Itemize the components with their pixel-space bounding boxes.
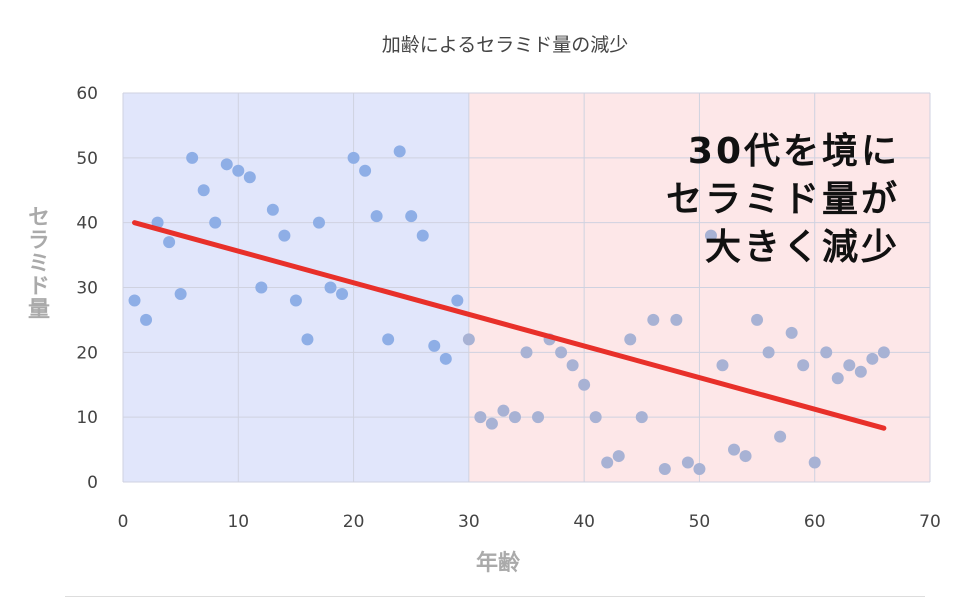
data-point	[255, 281, 268, 294]
data-point	[612, 450, 625, 463]
data-point	[601, 456, 614, 469]
data-point	[808, 456, 821, 469]
data-point	[416, 229, 429, 242]
data-point	[474, 411, 487, 424]
x-tick-label: 30	[458, 512, 480, 532]
data-point	[647, 313, 660, 326]
data-point	[312, 216, 325, 229]
data-point	[866, 352, 879, 365]
data-point	[128, 294, 141, 307]
data-point	[243, 171, 256, 184]
data-point	[174, 287, 187, 300]
data-point	[324, 281, 337, 294]
x-tick-label: 70	[919, 512, 941, 532]
y-tick-label: 40	[76, 214, 98, 234]
data-point	[877, 346, 890, 359]
x-tick-label: 50	[689, 512, 711, 532]
chart-title: 加齢によるセラミド量の減少	[381, 34, 629, 56]
y-tick-label: 10	[76, 408, 98, 428]
x-axis-label: 年齢	[475, 551, 520, 576]
y-axis-label: セラミド量	[24, 205, 49, 320]
data-point	[485, 417, 498, 430]
data-point	[532, 411, 545, 424]
data-point	[670, 313, 683, 326]
data-point	[762, 346, 775, 359]
data-point	[728, 443, 741, 456]
data-point	[266, 203, 279, 216]
data-point	[140, 313, 153, 326]
data-point	[497, 404, 510, 417]
data-point	[301, 333, 314, 346]
x-tick-label: 10	[227, 512, 249, 532]
data-point	[797, 359, 810, 372]
data-point	[520, 346, 533, 359]
x-tick-label: 60	[804, 512, 826, 532]
data-point	[163, 236, 176, 249]
x-tick-label: 20	[343, 512, 365, 532]
data-point	[635, 411, 648, 424]
data-point	[508, 411, 521, 424]
data-point	[462, 333, 475, 346]
data-point	[820, 346, 833, 359]
data-point	[439, 352, 452, 365]
data-point	[186, 151, 199, 164]
y-tick-label: 60	[76, 84, 98, 104]
data-point	[589, 411, 602, 424]
annotation-line: 30代を境に	[687, 131, 900, 172]
data-point	[739, 450, 752, 463]
y-tick-label: 20	[76, 343, 98, 363]
data-point	[578, 378, 591, 391]
annotation: 30代を境に セラミド量が 大きく減少	[666, 128, 900, 272]
data-point	[774, 430, 787, 443]
annotation-line: 大きく減少	[704, 227, 900, 268]
data-point	[555, 346, 568, 359]
x-tick-label: 40	[573, 512, 595, 532]
data-point	[382, 333, 395, 346]
data-point	[566, 359, 579, 372]
y-tick-label: 30	[76, 279, 98, 299]
data-point	[347, 151, 360, 164]
data-point	[220, 158, 233, 171]
trend-line	[132, 220, 887, 431]
data-point	[854, 365, 867, 378]
data-point	[658, 463, 671, 476]
data-point	[751, 313, 764, 326]
y-tick-label: 50	[76, 149, 98, 169]
data-point	[393, 145, 406, 158]
data-point	[359, 164, 372, 177]
y-tick-label: 0	[87, 473, 98, 493]
data-point	[405, 210, 418, 223]
data-point	[831, 372, 844, 385]
data-point	[232, 164, 245, 177]
data-point	[681, 456, 694, 469]
data-point	[843, 359, 856, 372]
data-point	[197, 184, 210, 197]
data-point	[785, 326, 798, 339]
data-point	[716, 359, 729, 372]
annotation-line: セラミド量が	[665, 179, 900, 220]
x-tick-label: 0	[118, 512, 129, 532]
divider	[65, 596, 925, 597]
data-point	[693, 463, 706, 476]
data-point	[451, 294, 464, 307]
data-point	[704, 229, 717, 242]
data-point	[209, 216, 222, 229]
data-point	[624, 333, 637, 346]
data-point	[370, 210, 383, 223]
data-point	[336, 287, 349, 300]
data-point	[289, 294, 302, 307]
data-point	[428, 339, 441, 352]
data-point	[278, 229, 291, 242]
